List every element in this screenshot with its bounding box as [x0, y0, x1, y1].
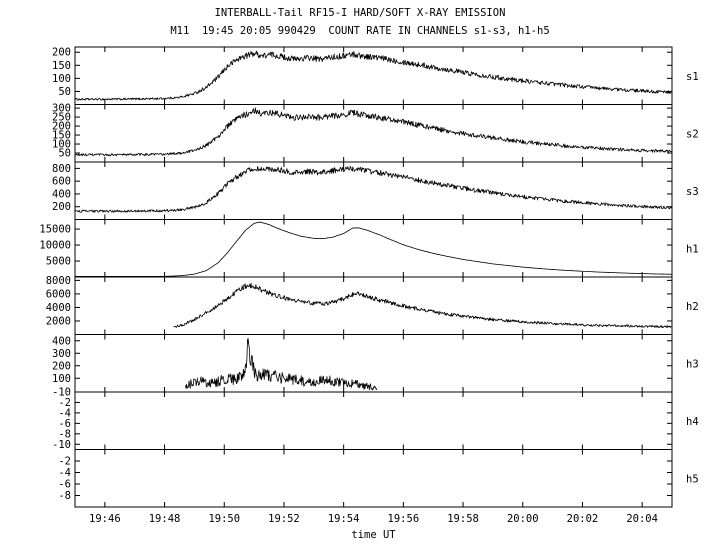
y-tick-label: 300 [52, 348, 71, 360]
y-tick-label: 6000 [46, 288, 71, 300]
series-h3 [185, 338, 377, 391]
y-tick-label: 150 [52, 130, 71, 142]
channel-label: h2 [686, 301, 699, 313]
y-tick-label: 250 [52, 112, 71, 124]
x-tick-label: 19:54 [328, 513, 360, 525]
y-tick-label: 15000 [39, 224, 71, 236]
panel-h4: -2-4-6-8-10 h4 [52, 391, 699, 451]
y-tick-label: 600 [52, 176, 71, 188]
y-tick-label: -8 [58, 428, 71, 440]
channel-label: h4 [686, 416, 699, 428]
y-tick-label: -4 [58, 467, 71, 479]
channel-label: s3 [686, 186, 699, 198]
y-tick-label: 800 [52, 163, 71, 175]
x-tick-label: 20:00 [507, 513, 539, 525]
y-tick-label: -8 [58, 490, 71, 502]
y-tick-label: -10 [52, 439, 71, 451]
y-tick-label: 150 [52, 60, 71, 72]
channel-label: s1 [686, 71, 699, 83]
y-tick-label: 200 [52, 47, 71, 59]
panel-h5: -2-4-6-8 h5 [58, 449, 699, 508]
y-tick-label: 200 [52, 201, 71, 213]
y-tick-label: 200 [52, 360, 71, 372]
y-tick-label: -2 [58, 397, 71, 409]
x-tick-label: 19:48 [149, 513, 181, 525]
series-s2 [74, 107, 673, 157]
x-tick-label: 20:02 [567, 513, 599, 525]
y-tick-label: 100 [52, 373, 71, 385]
series-h1 [75, 221, 673, 277]
y-tick-label: 8000 [46, 275, 71, 287]
series-s3 [74, 165, 673, 213]
y-tick-label: 400 [52, 188, 71, 200]
y-tick-label: 400 [52, 335, 71, 347]
y-tick-label: -10 [52, 387, 71, 399]
y-tick-label: 10000 [39, 240, 71, 252]
x-tick-label: 19:50 [208, 513, 240, 525]
y-tick-label: 4000 [46, 302, 71, 314]
x-tick-label: 19:52 [268, 513, 300, 525]
y-tick-label: 2000 [46, 315, 71, 327]
x-tick-label: 20:04 [626, 513, 658, 525]
series-h2 [173, 282, 673, 329]
y-tick-label: 100 [52, 139, 71, 151]
y-tick-label: 50 [58, 148, 71, 160]
y-tick-label: -4 [58, 407, 71, 419]
channel-label: s2 [686, 128, 699, 140]
x-axis-title: time UT [351, 529, 396, 541]
chart-title: INTERBALL-Tail RF15-I HARD/SOFT X-RAY EM… [214, 7, 506, 19]
y-tick-label: 100 [52, 73, 71, 85]
y-tick-label: -6 [58, 418, 71, 430]
y-tick-label: 200 [52, 121, 71, 133]
y-tick-label: 300 [52, 103, 71, 115]
series-s1 [74, 50, 673, 101]
y-tick-label: 5000 [46, 256, 71, 268]
channel-label: h5 [686, 473, 699, 485]
x-tick-label: 19:46 [89, 513, 121, 525]
y-tick-label: 50 [58, 86, 71, 98]
panel-h1: 5000 10000 15000 h1 [39, 219, 699, 278]
y-tick-label: -2 [58, 456, 71, 468]
channel-label: h3 [686, 358, 699, 370]
x-tick-label: 19:58 [447, 513, 479, 525]
chart-subtitle: M11 19:45 20:05 990429 COUNT RATE IN CHA… [170, 25, 550, 37]
x-tick-label: 19:56 [388, 513, 420, 525]
y-tick-label: -6 [58, 479, 71, 491]
channel-label: h1 [686, 243, 699, 255]
